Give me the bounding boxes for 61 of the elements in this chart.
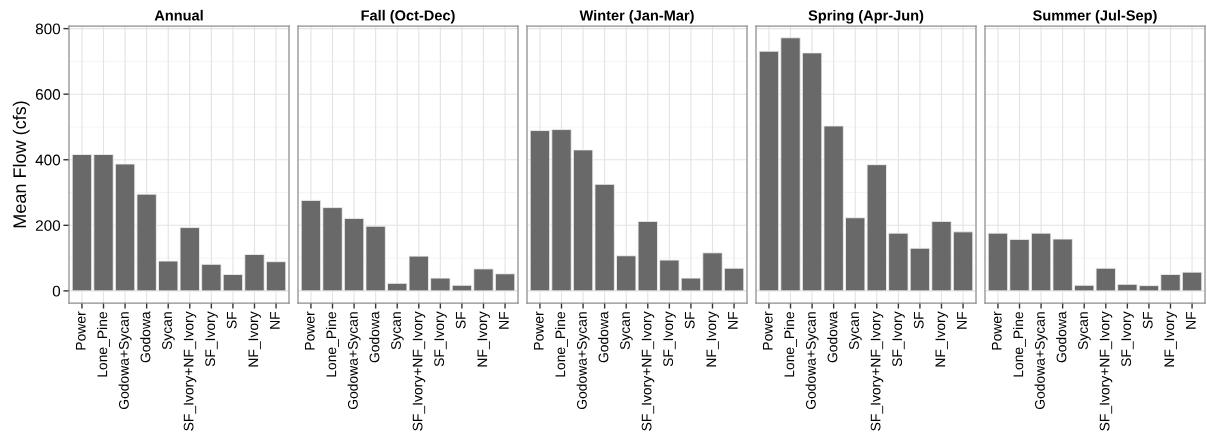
x-tick-label: Lone_Pine: [326, 311, 339, 377]
x-tick-label: Godowa: [369, 311, 380, 363]
x-tick-label: NF: [957, 311, 967, 329]
x-tick-label: NF_Ivory: [248, 311, 261, 367]
chart-title: Summer (Jul-Sep): [1033, 9, 1157, 24]
y-tick-label: 200: [35, 220, 61, 231]
x-tick-label: Power: [762, 311, 773, 350]
y-tick-label: 0: [52, 285, 61, 297]
x-tick-label: NF_Ivory: [935, 311, 948, 367]
y-tick-label: 400: [35, 154, 61, 166]
x-tick-label: SF_Ivory+NF_Ivory: [870, 311, 884, 431]
x-tick-label: SF_Ivory: [434, 311, 447, 367]
x-tick-label: Power: [75, 311, 86, 350]
x-tick-label: SF_Ivory: [663, 311, 676, 367]
y-axis-title: Mean Flow (cfs): [12, 101, 30, 228]
x-tick-label: Godowa+Sycan: [347, 312, 361, 410]
x-tick-label: SF_Ivory: [892, 311, 905, 367]
x-tick-label: SF_Ivory+NF_Ivory: [183, 311, 197, 431]
x-tick-label: SF_Ivory: [1121, 311, 1134, 367]
x-tick-label: SF_Ivory+NF_Ivory: [641, 311, 655, 431]
x-tick-label: Godowa+Sycan: [118, 312, 132, 410]
x-tick-label: SF_Ivory+NF_Ivory: [1099, 311, 1113, 431]
x-tick-label: Power: [533, 311, 544, 350]
y-tick-label: 800: [35, 23, 61, 35]
chart-title: Winter (Jan-Mar): [579, 9, 694, 24]
x-tick-label: Lone_Pine: [555, 311, 568, 377]
x-tick-label: Lone_Pine: [1013, 311, 1026, 377]
x-tick-label: Lone_Pine: [784, 311, 797, 377]
x-tick-label: NF_Ivory: [1164, 311, 1177, 367]
x-tick-label: NF: [728, 311, 738, 329]
x-tick-label: NF: [270, 311, 280, 329]
x-tick-label: Sycan: [1078, 312, 1091, 350]
x-tick-label: Godowa+Sycan: [1034, 312, 1048, 410]
x-tick-label: Sycan: [849, 312, 862, 350]
x-tick-label: Sycan: [620, 312, 633, 350]
x-tick-label: SF_Ivory: [205, 311, 218, 367]
chart-title: Fall (Oct-Dec): [361, 9, 455, 24]
x-tick-label: Sycan: [391, 312, 404, 350]
x-tick-label: NF: [1186, 311, 1196, 329]
x-tick-label: Godowa: [827, 311, 838, 363]
chart-title: Spring (Apr-Jun): [808, 9, 924, 24]
x-tick-label: NF_Ivory: [706, 311, 719, 367]
x-tick-label: NF: [499, 311, 509, 329]
x-tick-label: NF_Ivory: [477, 311, 490, 367]
x-tick-label: SF: [684, 311, 695, 329]
x-tick-label: SF: [1142, 311, 1153, 329]
x-tick-label: Power: [991, 311, 1002, 350]
x-tick-label: Godowa: [140, 311, 151, 363]
x-tick-label: SF: [913, 311, 924, 329]
x-tick-label: Godowa+Sycan: [805, 312, 819, 410]
x-tick-label: Godowa: [1056, 311, 1067, 363]
x-tick-label: SF_Ivory+NF_Ivory: [412, 311, 426, 431]
x-tick-label: Lone_Pine: [97, 311, 110, 377]
x-tick-label: Power: [304, 311, 315, 350]
x-tick-label: SF: [226, 311, 237, 329]
y-tick-label: 600: [35, 89, 61, 100]
x-tick-label: Godowa: [598, 311, 609, 363]
x-tick-label: SF: [455, 311, 466, 329]
x-tick-label: Godowa+Sycan: [576, 312, 590, 410]
chart-title: Annual: [154, 9, 203, 21]
x-tick-label: Sycan: [162, 312, 175, 350]
